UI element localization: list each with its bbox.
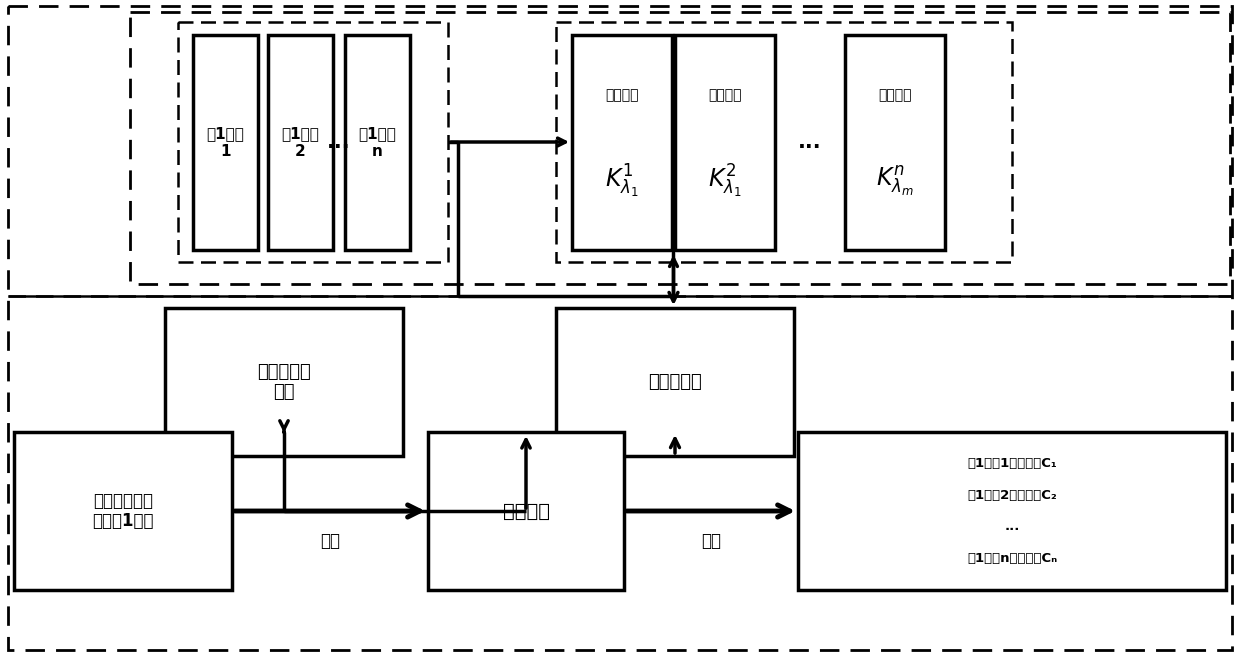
Text: 項1粒物
2: 項1粒物 2 <box>281 127 320 159</box>
Bar <box>345 35 410 250</box>
Text: 中心工作站: 中心工作站 <box>649 373 702 391</box>
Text: 項1粒物n质量浓度Cₙ: 項1粒物n质量浓度Cₙ <box>967 552 1056 565</box>
Text: 探测: 探测 <box>320 532 340 550</box>
Text: 散射信号: 散射信号 <box>502 501 549 520</box>
Text: 散射系数: 散射系数 <box>605 88 639 102</box>
Bar <box>799 432 1226 590</box>
Text: 光散射测量
装置: 光散射测量 装置 <box>257 363 311 401</box>
Text: $K_{\lambda_1}^{1}$: $K_{\lambda_1}^{1}$ <box>605 163 639 200</box>
Bar <box>556 22 1012 262</box>
Bar <box>844 35 945 250</box>
Text: 解耦: 解耦 <box>701 532 720 550</box>
Bar <box>675 35 775 250</box>
Bar <box>193 35 258 250</box>
Bar <box>428 432 624 590</box>
Text: ...: ... <box>1004 520 1019 533</box>
Text: 項1粒甩1质量浓度C₁: 項1粒甩1质量浓度C₁ <box>967 457 1056 470</box>
Bar <box>130 12 1230 284</box>
Text: 散射系数: 散射系数 <box>708 88 742 102</box>
Text: ...: ... <box>327 133 351 152</box>
Bar <box>165 308 403 456</box>
Text: 項1粒物
n: 項1粒物 n <box>358 127 397 159</box>
Bar <box>268 35 334 250</box>
Text: 待测的多类型
混合項1粒物: 待测的多类型 混合項1粒物 <box>92 491 154 531</box>
Text: 項1粒甩2质量浓度C₂: 項1粒甩2质量浓度C₂ <box>967 489 1056 502</box>
Text: $K_{\lambda_1}^{2}$: $K_{\lambda_1}^{2}$ <box>708 163 742 200</box>
Text: 項1粒物
1: 項1粒物 1 <box>207 127 244 159</box>
Bar <box>14 432 232 590</box>
Bar <box>179 22 448 262</box>
Bar <box>572 35 672 250</box>
Bar <box>556 308 794 456</box>
Text: ...: ... <box>799 133 822 152</box>
Text: $K_{\lambda_m}^{n}$: $K_{\lambda_m}^{n}$ <box>877 164 914 198</box>
Text: 散射系数: 散射系数 <box>878 88 911 102</box>
